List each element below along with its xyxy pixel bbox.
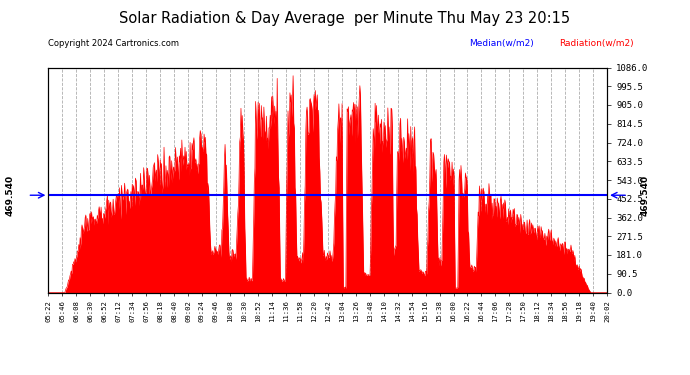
Text: 469.540: 469.540 — [640, 175, 650, 216]
Text: Copyright 2024 Cartronics.com: Copyright 2024 Cartronics.com — [48, 39, 179, 48]
Text: Radiation(w/m2): Radiation(w/m2) — [559, 39, 633, 48]
Text: Median(w/m2): Median(w/m2) — [469, 39, 534, 48]
Text: Solar Radiation & Day Average  per Minute Thu May 23 20:15: Solar Radiation & Day Average per Minute… — [119, 11, 571, 26]
Text: 469.540: 469.540 — [6, 175, 15, 216]
